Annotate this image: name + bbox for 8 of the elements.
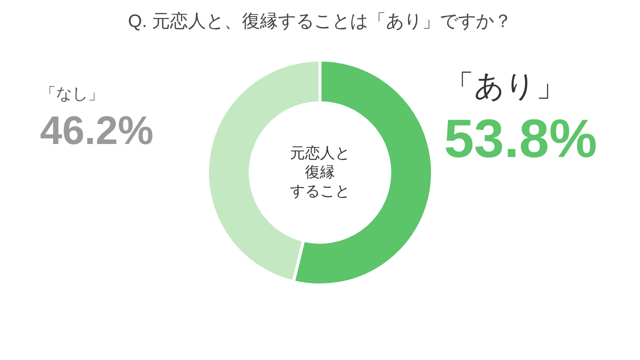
- chart-title: Q. 元恋人と、復縁することは「あり」ですか？: [128, 11, 512, 31]
- data-label: 53.8%: [444, 109, 598, 169]
- text: 復縁: [305, 164, 335, 181]
- text: すること: [290, 183, 350, 200]
- text: 元恋人と: [290, 145, 350, 162]
- data-label: 46.2%: [40, 109, 154, 153]
- slice-label: 「なし」: [40, 86, 104, 103]
- slice-label: 「あり」: [444, 70, 566, 103]
